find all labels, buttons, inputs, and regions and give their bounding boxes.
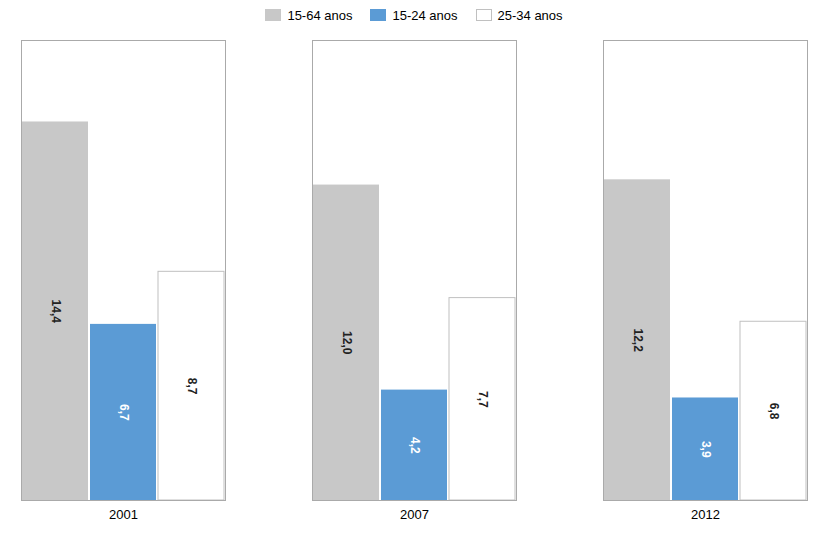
svg-text:12,0: 12,0 xyxy=(340,331,354,355)
svg-text:2012: 2012 xyxy=(691,507,720,522)
svg-text:6,8: 6,8 xyxy=(767,403,781,420)
svg-text:2001: 2001 xyxy=(109,507,138,522)
html-text:15-24 anos: 15-24 anos xyxy=(392,7,458,23)
svg-text:14,4: 14,4 xyxy=(49,300,63,324)
html-text:25-34 anos: 25-34 anos xyxy=(497,7,563,23)
svg-text:6,7: 6,7 xyxy=(117,404,131,421)
html-text:15-64 anos: 15-64 anos xyxy=(287,7,353,23)
svg-text:3,9: 3,9 xyxy=(699,441,713,458)
svg-text:8,7: 8,7 xyxy=(185,378,199,395)
svg-text:2007: 2007 xyxy=(400,507,429,522)
svg-text:7,7: 7,7 xyxy=(476,391,490,408)
svg-text:12,2: 12,2 xyxy=(631,328,645,352)
svg-text:4,2: 4,2 xyxy=(408,437,422,454)
